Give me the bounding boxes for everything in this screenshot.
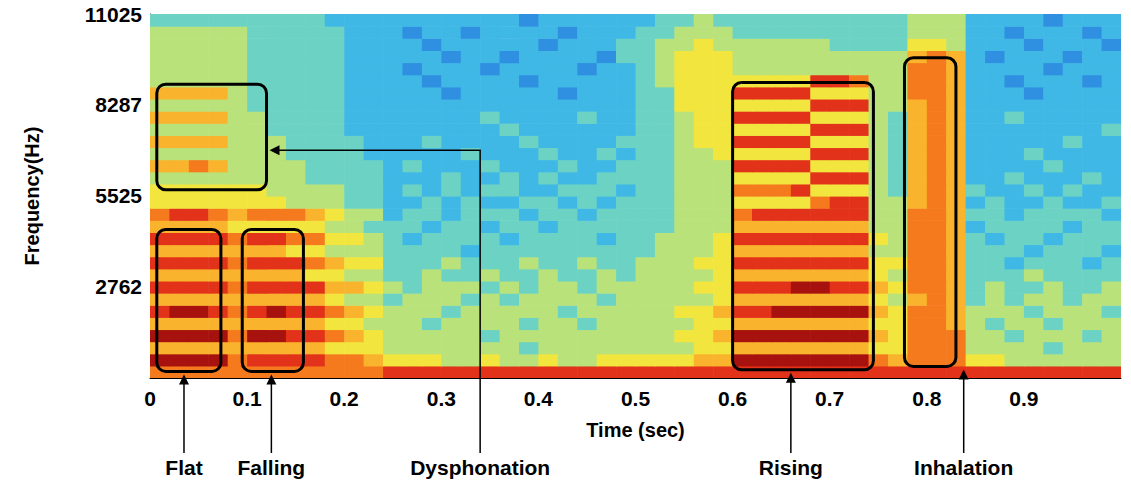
svg-text:0.3: 0.3	[427, 387, 456, 410]
svg-text:0.8: 0.8	[912, 387, 942, 410]
svg-text:0.7: 0.7	[815, 387, 844, 410]
svg-text:0.6: 0.6	[718, 387, 747, 410]
svg-text:0.5: 0.5	[621, 387, 651, 410]
svg-text:Rising: Rising	[759, 456, 823, 479]
svg-text:0: 0	[144, 387, 156, 410]
svg-text:Time (sec): Time (sec)	[586, 419, 685, 441]
svg-text:Inhalation: Inhalation	[914, 456, 1013, 479]
svg-text:8287: 8287	[95, 93, 142, 116]
svg-text:0.4: 0.4	[524, 387, 554, 410]
svg-text:0.2: 0.2	[330, 387, 359, 410]
svg-text:Flat: Flat	[165, 456, 202, 479]
svg-text:Frequency(Hz): Frequency(Hz)	[21, 127, 43, 266]
svg-text:2762: 2762	[95, 275, 142, 298]
svg-text:Falling: Falling	[238, 456, 306, 479]
svg-text:5525: 5525	[95, 184, 142, 207]
svg-text:Dysphonation: Dysphonation	[410, 456, 550, 479]
svg-text:0.9: 0.9	[1009, 387, 1038, 410]
svg-text:11025: 11025	[85, 3, 143, 26]
svg-text:0.1: 0.1	[232, 387, 262, 410]
